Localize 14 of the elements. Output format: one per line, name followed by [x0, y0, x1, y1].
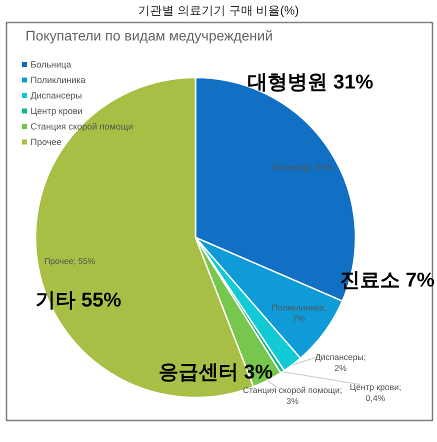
data-label: Диспансеры; 2% — [315, 352, 366, 373]
legend-label: Больница — [30, 60, 72, 70]
chart-subtitle: Покупатели по видам медучреждений — [26, 28, 273, 44]
chart-title: 기관별 의료기기 구매 비율(%) — [138, 4, 299, 18]
data-label: Поликлиника; 7% — [272, 302, 326, 324]
legend-label: Диспансеры — [30, 90, 82, 100]
text: 대형병원 31% — [248, 72, 374, 94]
data-label: Больница; 31% — [272, 162, 334, 172]
data-label: Прочее; 55% — [44, 256, 96, 266]
legend-label: Прочее — [30, 137, 62, 147]
data-label: Центр крови; 0,4% — [350, 382, 402, 403]
legend-label: Поликлиника — [30, 75, 86, 85]
legend-label: Центр крови — [30, 106, 83, 116]
data-label: Станция скорой помощи; 3% — [242, 385, 342, 406]
